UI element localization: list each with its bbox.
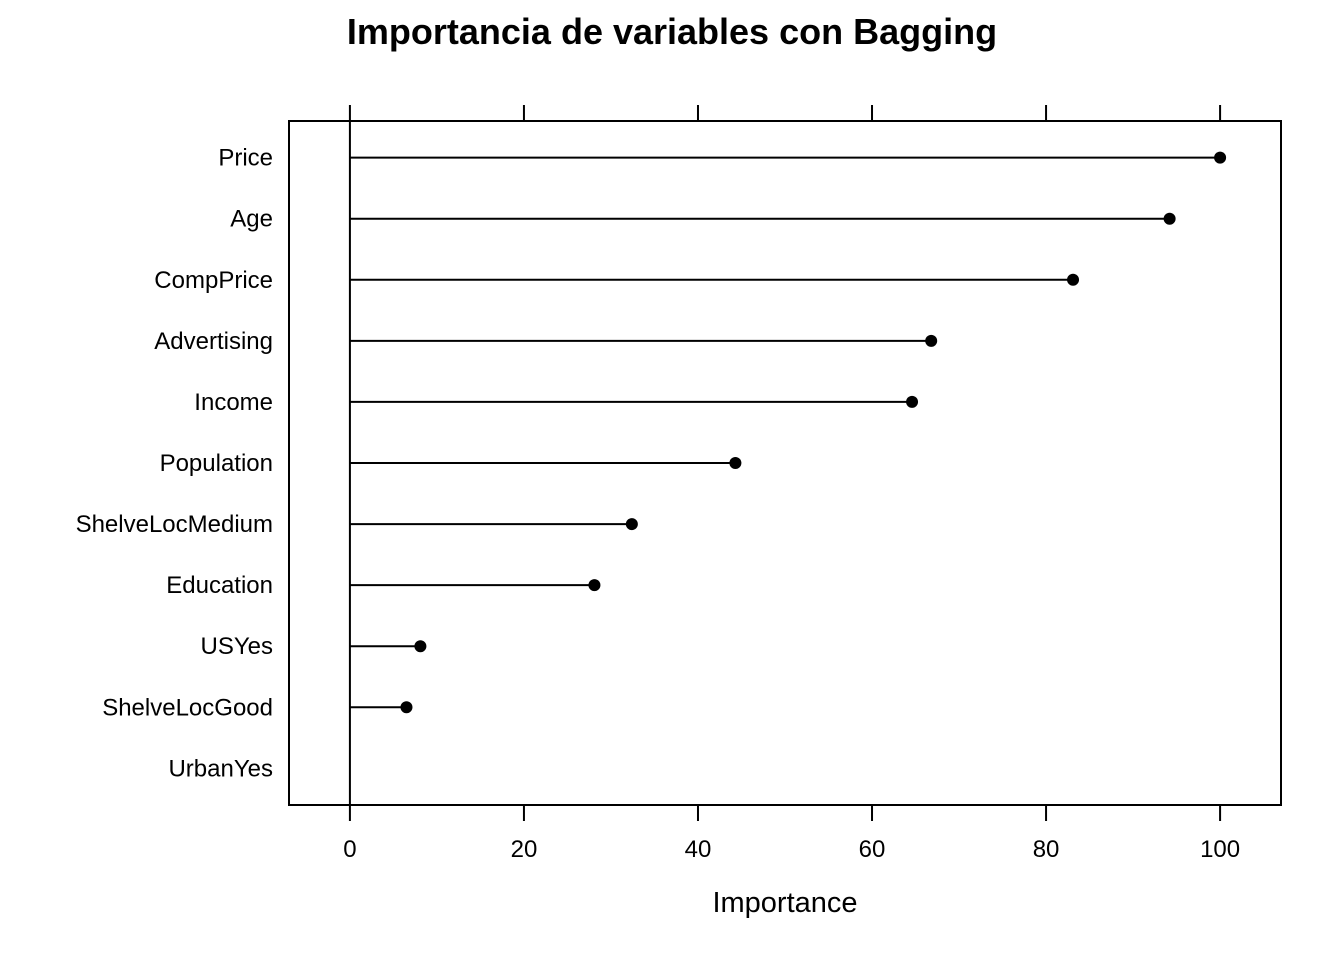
category-label: Price (218, 145, 273, 172)
point-Price (1214, 151, 1227, 164)
point-ShelveLocMedium (625, 518, 638, 531)
x-tick-label: 0 (343, 836, 356, 863)
plot-frame (288, 120, 1282, 806)
category-label: USYes (201, 633, 274, 660)
category-label: Advertising (154, 328, 273, 355)
point-USYes (414, 640, 427, 653)
category-label: Income (194, 389, 273, 416)
x-tick-label: 100 (1200, 836, 1240, 863)
point-Age (1163, 212, 1176, 225)
point-Income (906, 395, 919, 408)
point-CompPrice (1067, 273, 1080, 286)
x-tick-label: 20 (511, 836, 538, 863)
category-labels: Price Age CompPrice Advertising Income Popula… (76, 145, 273, 783)
category-label: Age (230, 206, 273, 233)
x-tick-labels: 0 20 40 60 80 100 (343, 836, 1240, 863)
x-tick-label: 80 (1033, 836, 1060, 863)
bottom-ticks (348, 805, 1222, 821)
x-axis-title: Importance (712, 887, 857, 919)
chart-title: Importancia de variables con Bagging (347, 11, 997, 52)
category-label: ShelveLocMedium (76, 511, 273, 538)
point-Population (729, 457, 742, 469)
top-ticks (348, 105, 1222, 121)
point-ShelveLocGood (400, 701, 413, 714)
category-label: ShelveLocGood (102, 694, 273, 721)
category-label: UrbanYes (168, 755, 273, 782)
category-label: CompPrice (154, 267, 273, 294)
category-label: Population (160, 450, 273, 477)
importance-stems (349, 156, 1221, 709)
x-tick-label: 40 (685, 836, 712, 863)
point-Advertising (925, 334, 938, 347)
category-label: Education (166, 572, 273, 599)
importance-points (400, 151, 1227, 714)
point-Education (588, 579, 601, 592)
x-tick-label: 60 (859, 836, 886, 863)
